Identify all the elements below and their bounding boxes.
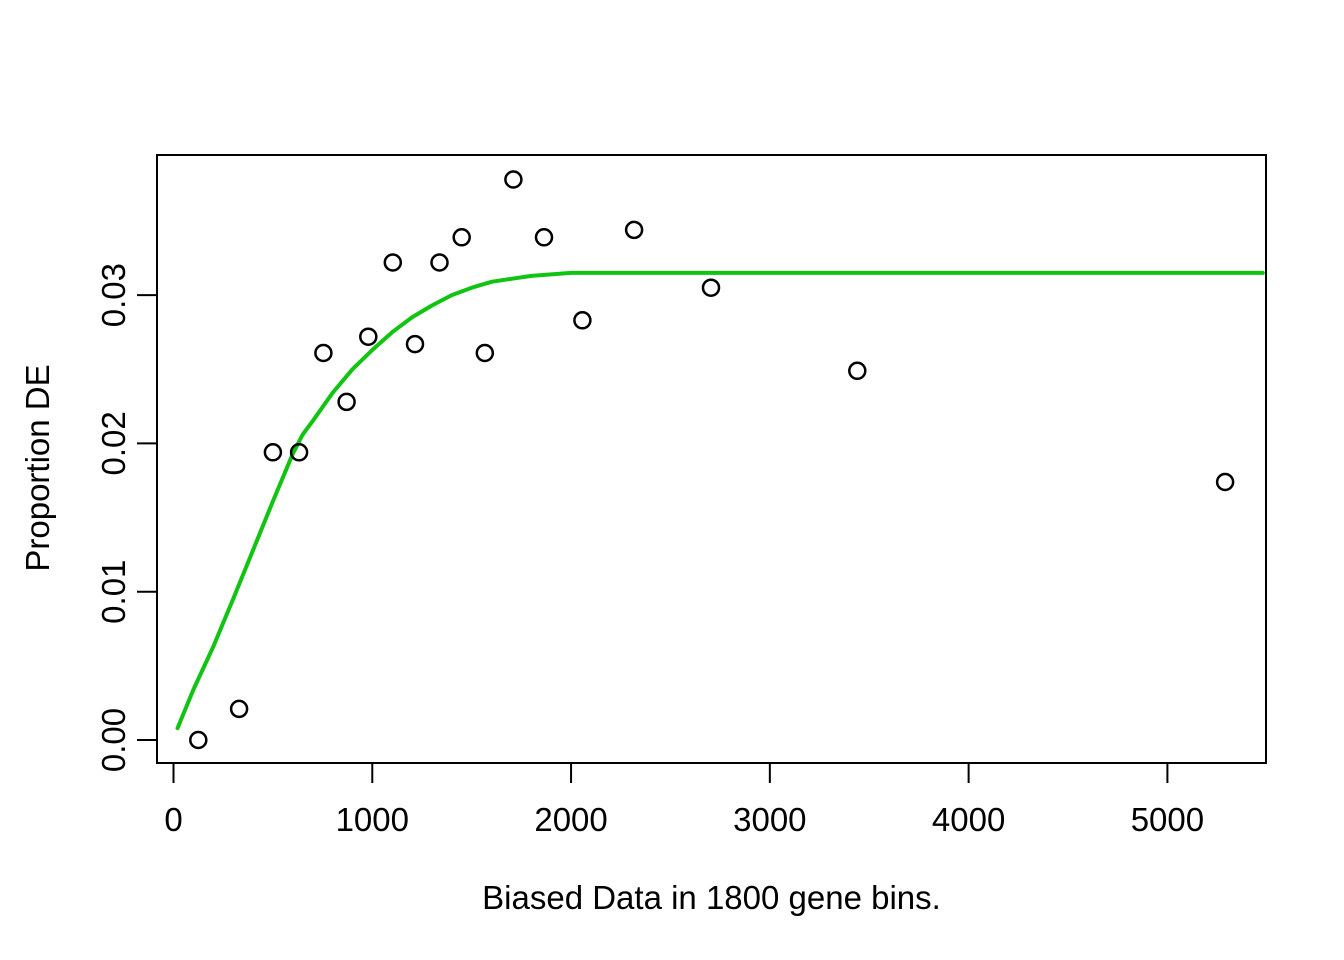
plot-box [156,154,1267,764]
data-point [475,343,495,363]
data-point [189,730,208,750]
x-tick-label: 0 [164,801,182,838]
data-point [504,170,523,189]
data-point [848,361,867,381]
data-point [263,443,283,462]
data-point [1215,472,1235,492]
data-point [624,220,644,240]
y-tick-label: 0.03 [95,263,132,327]
data-point [573,311,592,330]
x-tick-label: 4000 [932,801,1005,838]
x-tick-label: 3000 [733,801,806,838]
data-point [534,228,554,247]
y-tick-label: 0.00 [95,708,132,772]
x-axis-title: Biased Data in 1800 gene bins. [482,879,941,916]
data-point [359,327,378,346]
fit-curve [175,270,1265,731]
y-axis-title: Proportion DE [19,364,56,572]
data-point [383,253,403,272]
data-point [314,343,333,363]
x-tick-label: 5000 [1131,801,1204,838]
data-point [289,443,309,462]
x-tick-label: 2000 [534,801,607,838]
y-tick-label: 0.02 [95,411,132,475]
data-point [229,699,249,719]
x-tick-label: 1000 [336,801,409,838]
data-point [405,334,425,354]
data-point [337,392,356,412]
data-point [452,228,471,247]
data-point [701,278,721,297]
data-point [430,253,449,272]
y-tick-label: 0.01 [95,560,132,624]
